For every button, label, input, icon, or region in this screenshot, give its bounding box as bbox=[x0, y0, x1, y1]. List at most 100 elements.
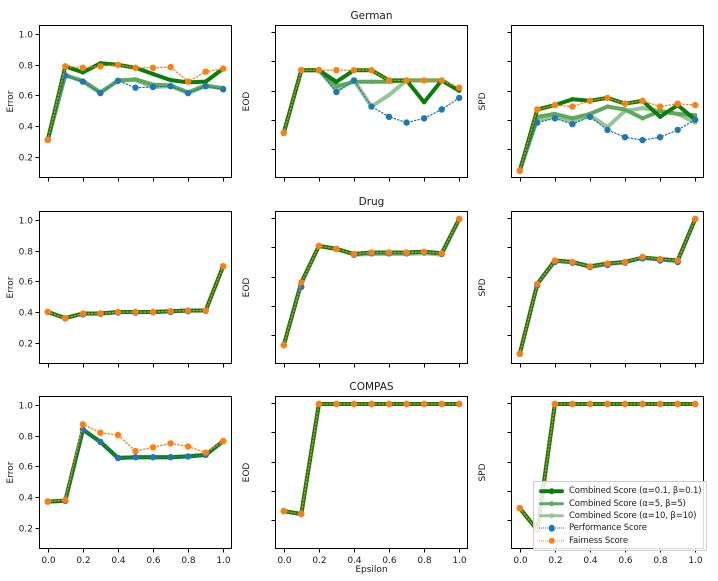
y-tick-label: 0.8 bbox=[19, 433, 34, 443]
y-axis-label: EOD bbox=[242, 463, 252, 483]
series-fairness bbox=[44, 61, 227, 143]
y-axis-label: SPD bbox=[478, 92, 488, 110]
series-combined_a01 bbox=[517, 216, 698, 356]
subplot-title: COMPAS bbox=[349, 381, 393, 393]
legend-marker-sample bbox=[548, 488, 555, 494]
series-combined_a01 bbox=[281, 216, 462, 348]
axes: 0.0 0.2 0.4 0.6 0.8 1.0 bbox=[271, 396, 468, 566]
series-performance bbox=[516, 215, 699, 357]
subplot-german-eod: EOD German bbox=[242, 10, 468, 182]
x-tick-label: 0.2 bbox=[312, 556, 326, 566]
x-tick-label: 0.6 bbox=[146, 556, 161, 566]
series-fairness bbox=[516, 215, 699, 357]
legend-swatch-combined-a5 bbox=[539, 498, 564, 509]
x-tick-label: 0.0 bbox=[513, 556, 528, 566]
legend-item-combined-a5: Combined Score (α=5, β=5) bbox=[539, 497, 702, 509]
series-combined_a01 bbox=[45, 427, 226, 504]
x-tick-label: 0.6 bbox=[618, 556, 633, 566]
x-tick-label: 0.8 bbox=[653, 556, 668, 566]
series-combined_a01 bbox=[45, 61, 226, 142]
legend-label: Combined Score (α=10, β=10) bbox=[569, 510, 697, 521]
series-fairness bbox=[44, 262, 227, 322]
legend-swatch-performance bbox=[539, 523, 564, 534]
series-combined_a01 bbox=[281, 401, 462, 517]
axes bbox=[271, 211, 468, 368]
series-fairness bbox=[280, 400, 463, 518]
legend-marker-sample bbox=[548, 525, 555, 532]
axes: 0.2 0.4 0.6 0.8 1.0 bbox=[19, 211, 232, 368]
series-combined_a10 bbox=[281, 216, 462, 348]
y-axis-label: Error bbox=[6, 461, 16, 483]
y-tick-label: 0.8 bbox=[19, 248, 34, 258]
series-combined_a5 bbox=[517, 216, 698, 356]
legend: Combined Score (α=0.1, β=0.1) Combined S… bbox=[533, 481, 707, 551]
x-tick-label: 0.6 bbox=[382, 556, 397, 566]
series-combined_a10 bbox=[281, 68, 462, 135]
x-tick-label: 0.4 bbox=[583, 556, 598, 566]
y-tick-label: 1.0 bbox=[19, 217, 34, 227]
y-tick-label: 0.8 bbox=[19, 62, 34, 72]
x-tick-label: 0.8 bbox=[181, 556, 196, 566]
series-fairness bbox=[44, 421, 227, 505]
y-axis-label: Error bbox=[6, 276, 16, 298]
subplot-german-spd: SPD bbox=[478, 25, 704, 182]
y-tick-label: 0.6 bbox=[19, 463, 34, 473]
subplot-compas-error: 0.0 0.2 0.4 0.6 0.8 1.0 0.2 0.4 0.6 0.8 1.0 Error bbox=[6, 396, 232, 566]
axes: 0.0 0.2 0.4 0.6 0.8 1.0 0.2 0.4 0.6 0.8 1.0 bbox=[19, 396, 232, 566]
axes bbox=[507, 25, 704, 182]
y-tick-label: 0.4 bbox=[19, 123, 34, 133]
legend-item-combined-a01: Combined Score (α=0.1, β=0.1) bbox=[539, 485, 702, 497]
y-axis-label: Error bbox=[6, 90, 16, 112]
legend-item-performance: Performance Score bbox=[539, 522, 702, 534]
legend-label: Fairness Score bbox=[569, 535, 628, 546]
subplot-drug-eod: EOD Drug bbox=[242, 196, 468, 368]
x-tick-label: 1.0 bbox=[688, 556, 703, 566]
series-performance bbox=[44, 72, 227, 143]
legend-marker-sample bbox=[548, 537, 555, 544]
series-combined_a01 bbox=[281, 68, 462, 135]
series-performance bbox=[280, 400, 463, 518]
series-fairness bbox=[280, 67, 463, 136]
x-tick-label: 0.0 bbox=[41, 556, 56, 566]
y-axis-label: SPD bbox=[478, 463, 488, 481]
x-tick-label: 1.0 bbox=[452, 556, 467, 566]
subplot-drug-spd: SPD bbox=[478, 211, 704, 368]
y-tick-label: 1.0 bbox=[19, 402, 34, 412]
y-axis-label: SPD bbox=[478, 278, 488, 296]
y-axis-label: EOD bbox=[242, 278, 252, 298]
y-tick-label: 0.2 bbox=[19, 340, 33, 350]
x-tick-label: 0.2 bbox=[548, 556, 562, 566]
x-axis-label: Epsilon bbox=[355, 565, 387, 575]
legend-marker-sample bbox=[548, 513, 555, 519]
axes bbox=[507, 211, 704, 368]
subplot-german-error: 0.2 0.4 0.6 0.8 1.0 Error bbox=[6, 25, 232, 182]
x-tick-label: 0.4 bbox=[111, 556, 126, 566]
x-tick-label: 0.4 bbox=[347, 556, 362, 566]
y-tick-label: 0.6 bbox=[19, 278, 34, 288]
subplot-title: German bbox=[350, 10, 392, 22]
series-combined_a5 bbox=[281, 216, 462, 348]
legend-item-fairness: Fairness Score bbox=[539, 535, 702, 547]
legend-swatch-combined-a01 bbox=[539, 486, 564, 497]
legend-marker-sample bbox=[548, 500, 555, 507]
x-tick-label: 0.2 bbox=[76, 556, 90, 566]
x-tick-label: 1.0 bbox=[216, 556, 231, 566]
subplot-compas-spd: 0.0 0.2 0.4 0.6 0.8 1.0 SPD bbox=[478, 396, 704, 566]
subplot-compas-eod: 0.0 0.2 0.4 0.6 0.8 1.0 EOD COMPAS Epsilon bbox=[242, 381, 468, 575]
series-performance bbox=[280, 215, 463, 349]
y-tick-label: 0.2 bbox=[19, 525, 33, 535]
series-combined_a5 bbox=[281, 68, 462, 135]
x-tick-label: 0.0 bbox=[277, 556, 292, 566]
series-fairness bbox=[516, 94, 699, 174]
series-fairness bbox=[280, 215, 463, 349]
axes bbox=[271, 25, 468, 182]
y-tick-label: 0.4 bbox=[19, 494, 34, 504]
series-combined_a5 bbox=[517, 104, 698, 173]
legend-label: Performance Score bbox=[569, 523, 647, 534]
x-tick-label: 0.8 bbox=[417, 556, 432, 566]
subplot-drug-error: 0.2 0.4 0.6 0.8 1.0 Error bbox=[6, 211, 232, 368]
y-tick-label: 0.6 bbox=[19, 92, 34, 102]
y-axis-label: EOD bbox=[242, 92, 252, 112]
legend-swatch-fairness bbox=[539, 535, 564, 546]
